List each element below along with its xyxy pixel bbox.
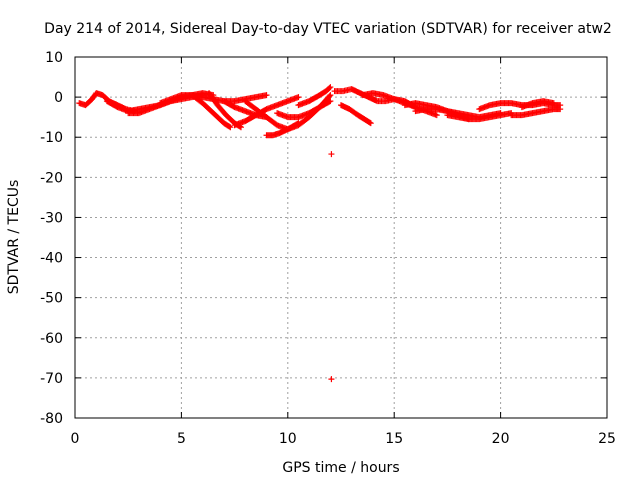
x-tick-label: 15 (385, 431, 403, 447)
data-points (76, 84, 564, 383)
x-tick-label: 0 (71, 431, 80, 447)
series-arc-12 (295, 84, 334, 109)
y-tick-label: 10 (45, 50, 63, 66)
y-tick-label: -10 (40, 130, 63, 146)
x-axis-ticks: 0 5 10 15 20 25 (71, 57, 616, 447)
y-tick-label: -60 (40, 331, 63, 347)
x-tick-label: 25 (598, 431, 616, 447)
outlier-point (328, 151, 335, 158)
y-tick-label: -40 (40, 251, 63, 267)
y-axis-ticks: 10 0 -10 -20 -30 -40 -50 -60 -70 -80 (40, 50, 607, 427)
y-tick-label: -20 (40, 170, 63, 186)
series-arc-10 (263, 120, 302, 139)
y-tick-label: -30 (40, 210, 63, 226)
y-tick-label: -70 (40, 371, 63, 387)
y-tick-label: -50 (40, 291, 63, 307)
chart-title: Day 214 of 2014, Sidereal Day-to-day VTE… (44, 21, 612, 37)
y-tick-label: -80 (40, 411, 63, 427)
series-arc-11 (274, 98, 334, 121)
series-arc-20 (508, 106, 564, 119)
series-arc-21 (518, 98, 557, 111)
y-axis-label: SDTVAR / TECUs (6, 180, 22, 295)
plot-frame (74, 56, 608, 419)
x-tick-label: 5 (177, 431, 186, 447)
outlier-point (328, 376, 335, 383)
y-tick-label: 0 (54, 90, 63, 106)
x-axis-label: GPS time / hours (282, 460, 399, 476)
x-tick-label: 10 (279, 431, 297, 447)
series-arc-05 (189, 92, 234, 131)
series-arc-14 (338, 102, 374, 127)
x-tick-label: 20 (492, 431, 510, 447)
series-arc-18 (444, 110, 515, 123)
grid (75, 57, 607, 418)
